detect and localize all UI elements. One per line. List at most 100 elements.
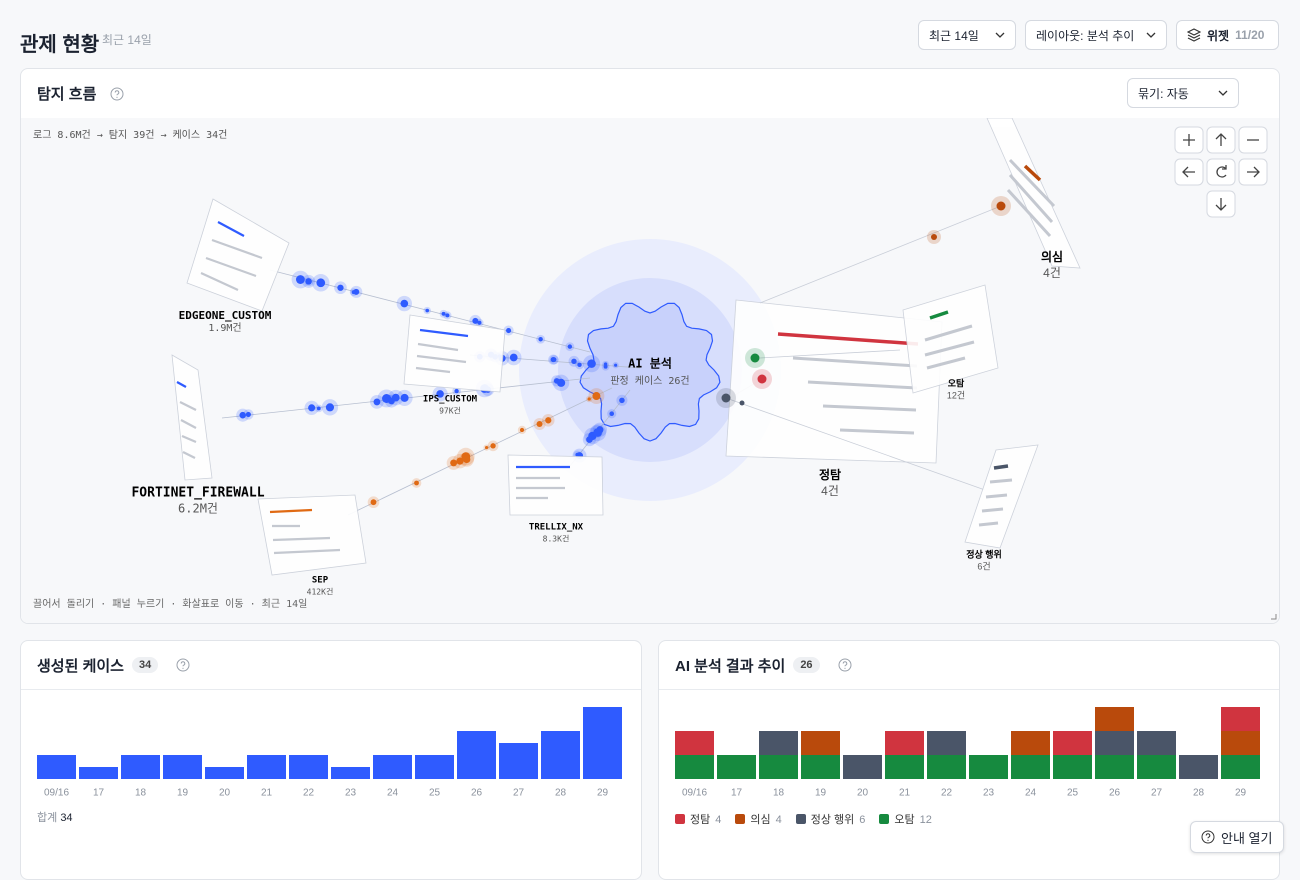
widget-button[interactable]: 위젯 11/20 xyxy=(1176,20,1279,50)
legend-total: 4 xyxy=(775,814,782,826)
chevron-icon xyxy=(1218,90,1228,96)
event-dot xyxy=(519,427,525,433)
group-select[interactable]: 묶기: 자동 xyxy=(1127,78,1239,108)
event-dot xyxy=(571,358,577,365)
ai-title: AI 분석 결과 추이 xyxy=(675,657,786,675)
outcome-name: 오탐 xyxy=(948,377,965,388)
panel-stroke xyxy=(176,381,187,388)
flow-panel: 탐지 흐름 묶기: 자동 로그 8.6M건 → 탐지 39건 → 케이스 34건… xyxy=(20,68,1280,624)
panel-stroke xyxy=(839,428,915,435)
x-tick-label: 24 xyxy=(387,788,399,799)
page-title: 관제 현황 xyxy=(20,34,100,56)
event-dot xyxy=(351,290,356,295)
x-tick-label: 19 xyxy=(815,788,827,799)
legend-swatch xyxy=(795,814,806,824)
event-dot xyxy=(425,308,430,313)
bar-segment xyxy=(1095,707,1134,731)
x-tick-label: 22 xyxy=(941,788,953,799)
chevron-icon xyxy=(1146,32,1156,38)
layout-select[interactable]: 레이아웃: 분석 추이 xyxy=(1025,20,1167,50)
panel-stroke xyxy=(792,356,918,368)
event-dot xyxy=(477,320,482,325)
source-panel xyxy=(171,354,213,481)
cases-total: 합계 34 xyxy=(37,809,73,825)
bar-segment xyxy=(1221,755,1260,779)
outcome-dot xyxy=(721,393,731,403)
panel-stroke xyxy=(269,508,313,514)
panel-stroke xyxy=(273,548,341,555)
panel-stroke xyxy=(777,332,919,346)
event-dot xyxy=(316,406,321,411)
event-dot xyxy=(454,388,459,394)
resize-handle[interactable] xyxy=(1271,614,1277,620)
event-dot xyxy=(550,357,556,363)
reset-button[interactable] xyxy=(1206,158,1236,186)
legend-name: 정탐 xyxy=(690,814,711,826)
total-value: 34 xyxy=(60,812,73,824)
guide-button[interactable]: 안내 열기 xyxy=(1190,821,1284,853)
x-tick-label: 09/16 xyxy=(44,788,69,799)
bar xyxy=(247,755,286,779)
x-tick-label: 23 xyxy=(983,788,995,799)
cases-title: 생성된 케이스 xyxy=(37,657,124,675)
event-dot xyxy=(587,359,596,368)
outcome-count: 12건 xyxy=(947,390,965,400)
center-sublabel: 판정 케이스 26건 xyxy=(610,375,689,387)
outcome-count: 4건 xyxy=(821,484,839,498)
x-tick-label: 29 xyxy=(597,788,609,799)
panel-stroke xyxy=(181,434,197,444)
range-select[interactable]: 최근 14일 xyxy=(918,20,1016,50)
source-count: 8.3K건 xyxy=(543,534,570,544)
legend-item[interactable]: 정탐 4 xyxy=(675,811,721,827)
panel-stroke xyxy=(419,328,469,338)
event-dot xyxy=(296,275,305,284)
x-tick-label: 21 xyxy=(899,788,911,799)
flow-link xyxy=(347,387,613,516)
event-dot xyxy=(609,411,615,417)
bar-segment xyxy=(843,755,882,779)
legend-total: 6 xyxy=(859,814,866,826)
page-subtitle: 최근 14일 xyxy=(102,33,152,47)
help-icon[interactable] xyxy=(176,658,190,672)
event-dot xyxy=(577,362,582,368)
cases-badge: 34 xyxy=(131,657,159,673)
bar xyxy=(457,731,496,779)
panel-stroke xyxy=(981,507,1004,513)
event-dot xyxy=(337,284,344,291)
legend-item[interactable]: 오탐 12 xyxy=(879,811,932,827)
panel-stroke xyxy=(1023,164,1042,182)
bar xyxy=(583,707,622,779)
outcome-link xyxy=(759,205,1002,304)
bar-segment xyxy=(1053,731,1092,755)
help-icon[interactable] xyxy=(110,87,124,101)
group-label: 묶기: 자동 xyxy=(1138,86,1189,101)
bar-segment xyxy=(1095,731,1134,755)
cases-chart: 09/16 17 18 19 20 21 22 23 24 25 26 27 28 29 xyxy=(37,707,622,799)
bar-segment xyxy=(885,755,924,779)
panel-stroke xyxy=(272,536,331,542)
event-dot xyxy=(414,480,419,486)
event-dot xyxy=(490,443,496,449)
help-icon[interactable] xyxy=(838,658,852,672)
legend-item[interactable]: 의심 4 xyxy=(735,811,782,827)
source-panel xyxy=(186,198,290,312)
x-tick-label: 27 xyxy=(1151,788,1163,799)
outcome-dot xyxy=(750,353,760,363)
event-dot xyxy=(567,344,573,349)
widget-label: 위젯 xyxy=(1207,28,1230,43)
bar xyxy=(373,755,412,779)
event-dot xyxy=(739,400,745,406)
event-dot xyxy=(391,393,400,402)
ai-blob xyxy=(579,302,721,442)
event-dot xyxy=(239,411,246,419)
legend-item[interactable]: 정상 행위 6 xyxy=(795,811,866,827)
flow-canvas[interactable]: 로그 8.6M건 → 탐지 39건 → 케이스 34건 끌어서 돌리기 · 패널… xyxy=(21,118,1279,623)
bar-segment xyxy=(759,755,798,779)
event-dot xyxy=(603,362,608,366)
x-tick-label: 20 xyxy=(219,788,231,799)
flow-header: 탐지 흐름 xyxy=(21,69,1279,119)
panel-stroke xyxy=(978,521,999,527)
source-name: FORTINET_FIREWALL xyxy=(131,486,264,501)
widget-count: 11/20 xyxy=(1235,28,1265,42)
